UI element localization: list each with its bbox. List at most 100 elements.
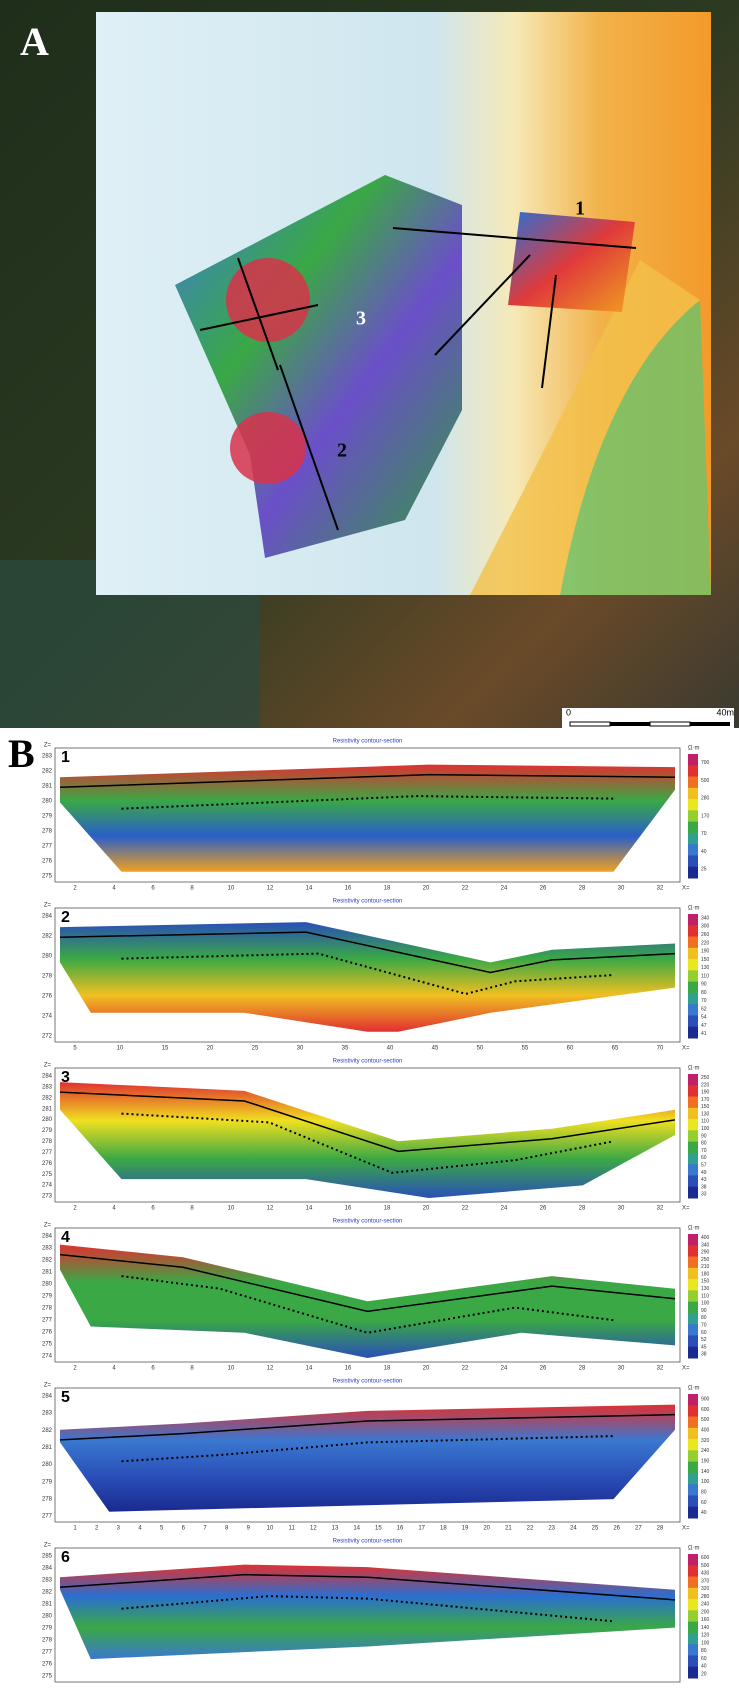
colorbar-label: 110 xyxy=(701,973,709,979)
y-tick-label: 282 xyxy=(42,1428,53,1434)
y-tick-label: 282 xyxy=(42,1258,53,1264)
colorbar-label: 70 xyxy=(701,1323,707,1329)
colorbar-label: 90 xyxy=(701,1308,707,1314)
section: Resistivity contour-section1Z=2832822812… xyxy=(42,739,710,892)
colorbar-label: 43 xyxy=(701,1177,707,1183)
y-tick-label: 282 xyxy=(42,769,53,775)
colorbar-unit: Ω·m xyxy=(688,1226,699,1232)
scale-label: 0 xyxy=(566,707,571,717)
colorbar-label: 340 xyxy=(701,1242,710,1248)
colorbar-swatch xyxy=(688,1301,698,1314)
colorbar-swatch xyxy=(688,1256,698,1269)
colorbar-label: 240 xyxy=(701,1602,710,1608)
x-label: X= xyxy=(682,886,690,892)
y-tick-label: 280 xyxy=(42,954,53,960)
y-tick-label: 277 xyxy=(42,1514,53,1520)
x-tick-label: 5 xyxy=(160,1526,164,1532)
colorbar-unit: Ω·m xyxy=(688,746,699,752)
y-tick-label: 274 xyxy=(42,1183,53,1189)
y-tick-label: 284 xyxy=(42,1566,53,1572)
x-tick-label: 27 xyxy=(635,1526,642,1532)
z-label: Z= xyxy=(44,1543,52,1549)
colorbar-swatch xyxy=(688,1164,698,1176)
colorbar-swatch xyxy=(688,776,698,789)
x-tick-label: 6 xyxy=(151,1366,155,1372)
colorbar-label: 600 xyxy=(701,1555,710,1561)
x-tick-label: 18 xyxy=(440,1526,447,1532)
boundary-dotted xyxy=(121,1595,614,1623)
x-tick-label: 6 xyxy=(151,1206,155,1212)
x-tick-label: 20 xyxy=(483,1526,490,1532)
colorbar-label: 340 xyxy=(701,915,710,921)
colorbar-swatch xyxy=(688,1666,698,1679)
profile-lines xyxy=(199,227,637,531)
x-tick-label: 10 xyxy=(228,1206,235,1212)
x-tick-label: 2 xyxy=(73,886,77,892)
resistivity-section xyxy=(60,764,675,872)
colorbar-swatch xyxy=(688,1245,698,1258)
colorbar-label: 140 xyxy=(701,1469,710,1475)
colorbar-label: 130 xyxy=(701,1111,710,1117)
colorbar-swatch xyxy=(688,1335,698,1348)
colorbar-label: 280 xyxy=(701,1594,710,1600)
section-number: 6 xyxy=(61,1549,70,1566)
colorbar-swatch xyxy=(688,1324,698,1336)
x-tick-label: 32 xyxy=(657,1366,664,1372)
colorbar-label: 20 xyxy=(701,1671,707,1677)
section-title: Resistivity contour-section xyxy=(333,1059,403,1065)
colorbar-label: 40 xyxy=(701,1510,707,1516)
resistivity-section xyxy=(60,1082,675,1198)
y-tick-label: 278 xyxy=(42,1638,53,1644)
colorbar-swatch xyxy=(688,855,698,868)
colorbar-label: 49 xyxy=(701,1170,707,1176)
colorbar-swatch xyxy=(688,1632,698,1645)
x-tick-label: 20 xyxy=(423,1366,430,1372)
colorbar-label: 430 xyxy=(701,1571,710,1577)
colorbar-swatch xyxy=(688,1107,698,1120)
survey-grid-1 xyxy=(508,212,635,312)
x-tick-label: 28 xyxy=(579,886,586,892)
colorbar-label: 45 xyxy=(701,1344,707,1350)
colorbar-label: 280 xyxy=(701,796,710,802)
colorbar-swatch xyxy=(688,1119,698,1131)
y-tick-label: 283 xyxy=(42,754,53,760)
z-label: Z= xyxy=(44,1383,52,1389)
colorbar-label: 210 xyxy=(701,1264,710,1270)
x-tick-label: 14 xyxy=(306,886,313,892)
x-tick-label: 14 xyxy=(306,1206,313,1212)
x-tick-label: 26 xyxy=(540,1366,547,1372)
colorbar-label: 100 xyxy=(701,1479,710,1485)
y-tick-label: 279 xyxy=(42,1626,53,1632)
colorbar-swatch xyxy=(688,1655,698,1668)
colorbar-swatch xyxy=(688,1175,698,1188)
colorbar-swatch xyxy=(688,1506,698,1519)
colorbar-label: 170 xyxy=(701,1097,710,1103)
colorbar-swatch xyxy=(688,947,698,960)
scale-bar xyxy=(569,721,730,727)
colorbar-label: 100 xyxy=(701,1126,710,1132)
z-label: Z= xyxy=(44,1063,52,1069)
profile-label: 3 xyxy=(356,308,366,330)
y-tick-label: 277 xyxy=(42,1318,53,1324)
colorbar-label: 60 xyxy=(701,1330,707,1336)
colorbar-label: 260 xyxy=(701,932,710,938)
x-tick-label: 11 xyxy=(289,1526,296,1532)
colorbar-label: 57 xyxy=(701,1163,707,1169)
x-tick-label: 6 xyxy=(151,886,155,892)
x-tick-label: 16 xyxy=(397,1526,404,1532)
x-tick-label: 28 xyxy=(579,1206,586,1212)
y-tick-label: 278 xyxy=(42,1306,53,1312)
colorbar-label: 70 xyxy=(701,831,707,837)
x-tick-label: 12 xyxy=(267,1206,274,1212)
x-tick-label: 70 xyxy=(657,1046,664,1052)
colorbar-swatch xyxy=(688,1427,698,1440)
y-tick-label: 281 xyxy=(42,1106,53,1112)
x-tick-label: 10 xyxy=(228,1366,235,1372)
colorbar-swatch xyxy=(688,1346,698,1359)
colorbar-swatch xyxy=(688,821,698,834)
x-tick-label: 25 xyxy=(592,1526,599,1532)
y-tick-label: 285 xyxy=(42,1554,53,1560)
colorbar-swatch xyxy=(688,1461,698,1474)
anomaly xyxy=(230,412,306,484)
